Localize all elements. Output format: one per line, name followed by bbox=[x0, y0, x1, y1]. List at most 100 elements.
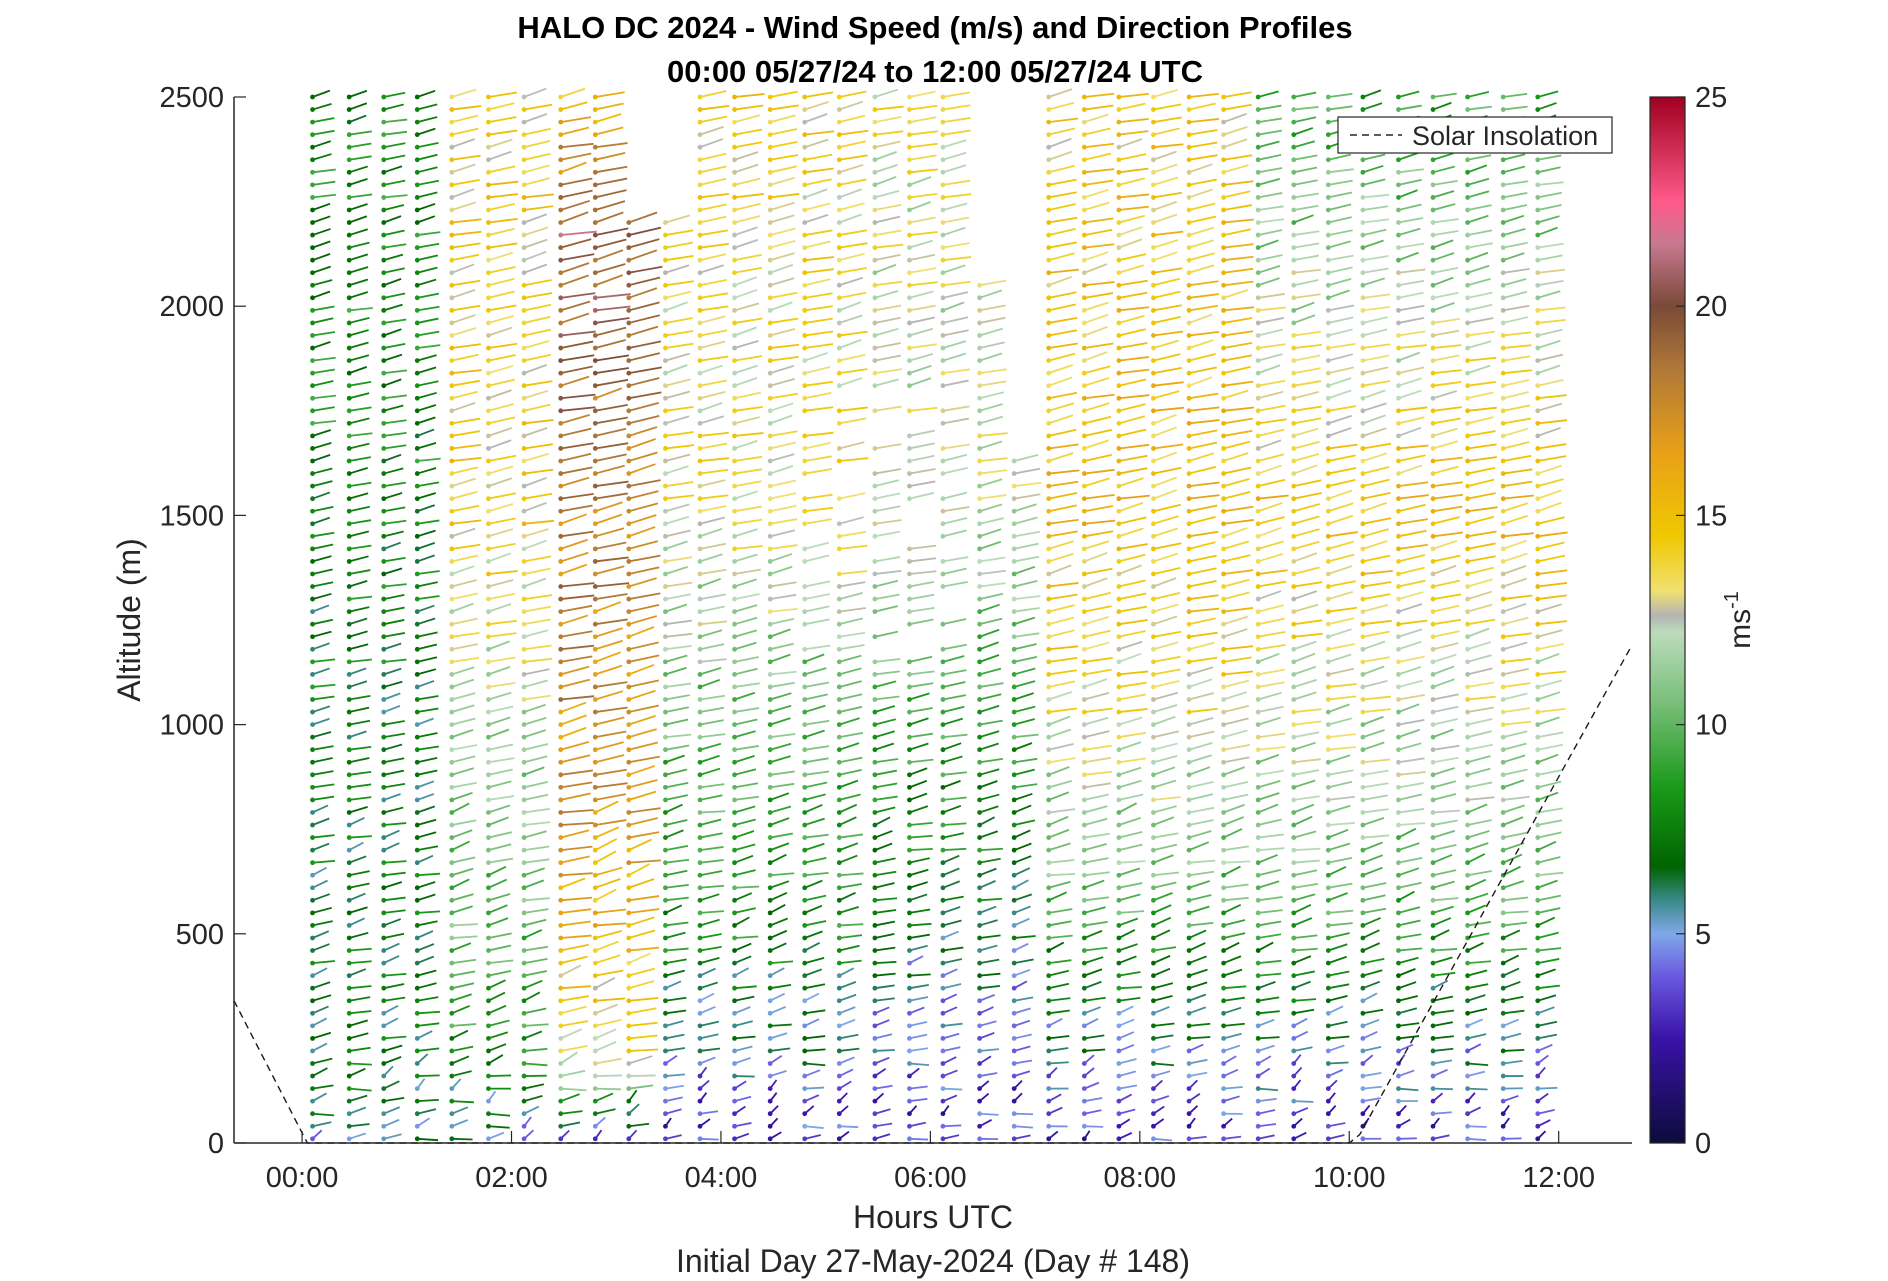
wind-barb-dot bbox=[767, 860, 773, 866]
wind-barb-dot bbox=[626, 245, 632, 251]
wind-barb bbox=[416, 504, 435, 513]
wind-barb-dot bbox=[1221, 1073, 1226, 1079]
wind-barb bbox=[595, 681, 628, 688]
wind-barb bbox=[628, 249, 658, 262]
wind-barb bbox=[838, 842, 859, 851]
wind-barb-dot bbox=[1046, 1136, 1052, 1142]
wind-barb-dot bbox=[486, 395, 491, 401]
wind-barb-dot bbox=[663, 935, 668, 941]
wind-barb-dot bbox=[697, 709, 703, 715]
wind-barb-dot bbox=[521, 182, 527, 188]
wind-barb bbox=[874, 1056, 890, 1065]
wind-barb-dot bbox=[1186, 759, 1192, 765]
wind-barb-dot bbox=[310, 1111, 315, 1117]
wind-barb-dot bbox=[1186, 709, 1192, 715]
wind-barb bbox=[348, 931, 369, 939]
wind-barb-dot bbox=[1255, 671, 1261, 677]
wind-barb-dot bbox=[1291, 697, 1297, 702]
wind-barb-dot bbox=[1011, 1061, 1017, 1066]
wind-barb-dot bbox=[1255, 107, 1261, 112]
wind-barb bbox=[628, 997, 659, 1002]
wind-barb bbox=[451, 127, 479, 136]
wind-barb bbox=[348, 266, 369, 274]
wind-barb-dot bbox=[592, 1073, 598, 1079]
wind-barb-dot bbox=[907, 1073, 912, 1079]
wind-barb bbox=[416, 554, 435, 563]
wind-barb-dot bbox=[521, 270, 527, 276]
wind-barb bbox=[451, 88, 477, 98]
wind-barb bbox=[734, 1132, 750, 1140]
wind-barb bbox=[699, 577, 721, 588]
wind-barb-dot bbox=[767, 847, 773, 853]
wind-barb-dot bbox=[802, 433, 808, 439]
wind-barb bbox=[523, 867, 546, 877]
wind-barb bbox=[874, 479, 900, 487]
wind-barb bbox=[595, 730, 627, 739]
wind-barb-dot bbox=[1151, 822, 1156, 828]
wind-barb-dot bbox=[381, 646, 387, 652]
wind-barb-dot bbox=[907, 446, 912, 451]
wind-barb bbox=[488, 439, 512, 450]
wind-barb-dot bbox=[663, 546, 668, 552]
wind-barb-dot bbox=[767, 734, 773, 740]
wind-barb-dot bbox=[1081, 609, 1087, 615]
wind-barb-dot bbox=[1046, 533, 1052, 539]
wind-barb-dot bbox=[1081, 1098, 1087, 1104]
wind-barb bbox=[383, 378, 402, 387]
wind-barb-dot bbox=[977, 1010, 982, 1016]
wind-barb-dot bbox=[1360, 508, 1366, 514]
wind-barb bbox=[769, 880, 790, 889]
wind-barb bbox=[312, 290, 331, 299]
wind-barb bbox=[769, 453, 795, 462]
wind-barb-dot bbox=[767, 245, 773, 251]
wind-barb bbox=[699, 278, 727, 287]
wind-profile-column bbox=[310, 89, 337, 1142]
wind-barb bbox=[628, 790, 657, 801]
wind-barb-dot bbox=[1151, 320, 1156, 326]
wind-barb bbox=[417, 695, 439, 701]
wind-barb-dot bbox=[1046, 169, 1052, 175]
wind-barb-dot bbox=[310, 433, 315, 439]
wind-barb-dot bbox=[414, 923, 420, 928]
wind-barb-dot bbox=[1081, 471, 1087, 476]
wind-barb-dot bbox=[592, 709, 598, 715]
wind-barb-dot bbox=[940, 621, 946, 627]
wind-barb bbox=[874, 378, 899, 387]
wind-barb bbox=[734, 1020, 753, 1027]
wind-barb bbox=[699, 242, 729, 249]
wind-barb-dot bbox=[592, 822, 598, 828]
wind-barb bbox=[312, 618, 334, 626]
wind-barb-dot bbox=[940, 94, 946, 100]
wind-barb-dot bbox=[940, 1073, 946, 1079]
wind-barb-dot bbox=[872, 245, 878, 251]
wind-barb-dot bbox=[767, 810, 773, 815]
wind-barb bbox=[874, 882, 895, 889]
wind-barb bbox=[488, 969, 512, 977]
wind-barb-dot bbox=[732, 182, 737, 188]
chart-title-line-2: 00:00 05/27/24 to 12:00 05/27/24 UTC bbox=[667, 54, 1203, 89]
wind-barb bbox=[383, 918, 402, 927]
wind-barb bbox=[628, 755, 660, 764]
wind-barb bbox=[349, 380, 372, 387]
wind-barb-dot bbox=[521, 998, 527, 1004]
wind-barb-dot bbox=[802, 232, 808, 238]
wind-barb-dot bbox=[1221, 784, 1226, 790]
wind-barb-dot bbox=[1081, 144, 1087, 150]
wind-barb-dot bbox=[626, 333, 632, 338]
wind-barb-dot bbox=[1011, 571, 1017, 577]
wind-barb bbox=[874, 88, 899, 98]
wind-barb bbox=[594, 826, 620, 839]
wind-barb-dot bbox=[1325, 1136, 1331, 1142]
wind-barb-dot bbox=[558, 207, 564, 213]
wind-barb bbox=[874, 505, 901, 513]
wind-barb bbox=[699, 494, 729, 500]
wind-barb-dot bbox=[1221, 835, 1226, 840]
wind-barb-dot bbox=[592, 1123, 598, 1129]
wind-barb-dot bbox=[310, 1036, 315, 1041]
wind-barb-dot bbox=[836, 408, 842, 414]
wind-barb bbox=[874, 151, 897, 161]
wind-barb-dot bbox=[346, 1136, 352, 1142]
wind-barb bbox=[560, 714, 587, 726]
wind-barb-dot bbox=[1081, 985, 1087, 991]
wind-barb bbox=[383, 680, 403, 688]
